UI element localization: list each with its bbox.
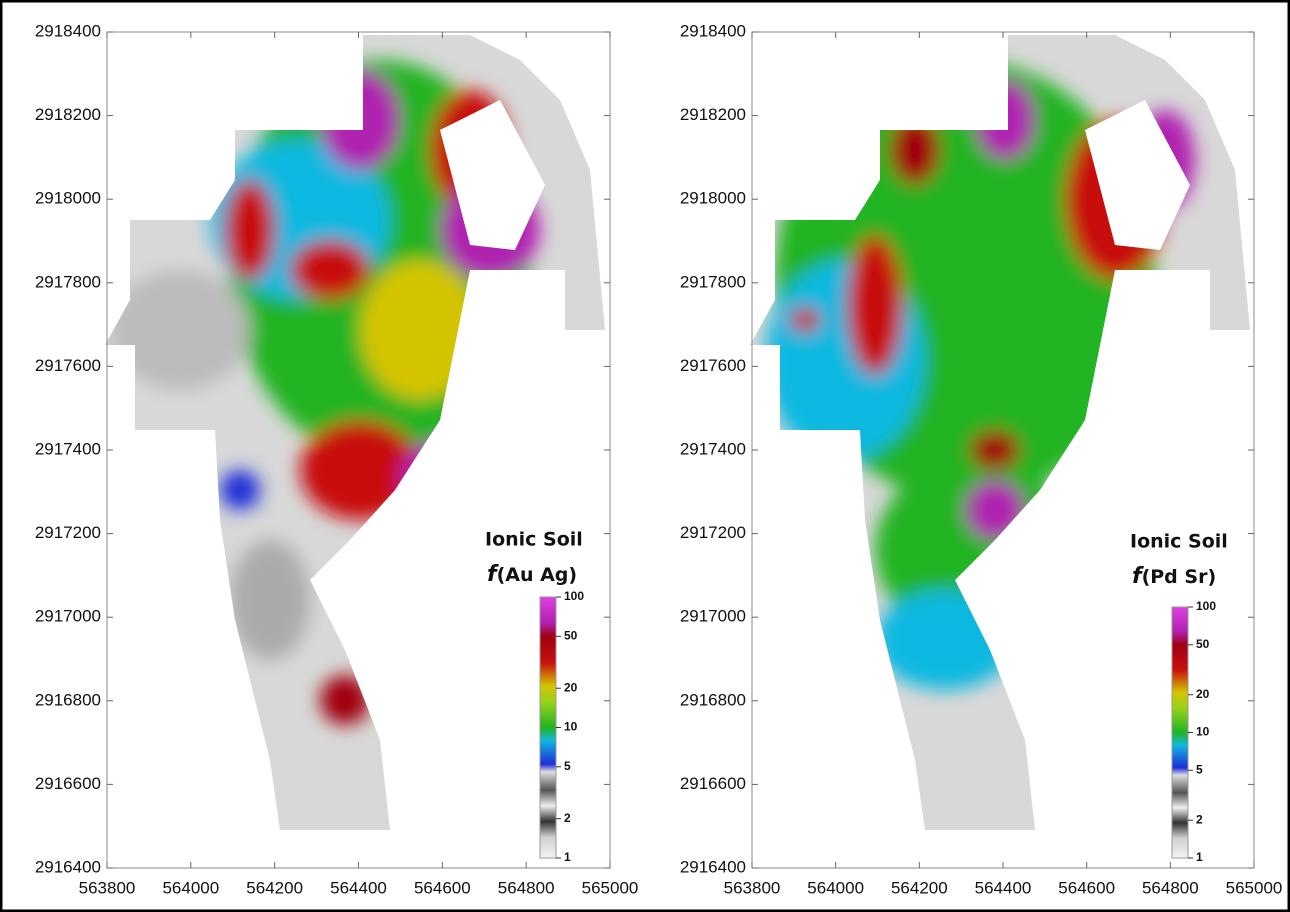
y-tick-label: 2917200 bbox=[680, 523, 746, 542]
x-tick-label: 564000 bbox=[162, 878, 219, 897]
y-tick-label: 2918200 bbox=[680, 105, 746, 124]
legend-tick-label: 20 bbox=[1196, 687, 1210, 701]
legend-tick-label: 10 bbox=[564, 720, 578, 734]
y-tick-label: 2916400 bbox=[680, 857, 746, 876]
legend-tick-label: 5 bbox=[1196, 762, 1203, 776]
y-tick-label: 2917000 bbox=[680, 607, 746, 626]
x-tick-label: 563800 bbox=[79, 878, 136, 897]
x-tick-label: 564400 bbox=[975, 878, 1032, 897]
legend-title: Ionic Soil bbox=[485, 529, 583, 551]
legend-title: Ionic Soil bbox=[1130, 531, 1228, 553]
y-tick-label: 2918400 bbox=[35, 21, 101, 40]
y-tick-label: 2918200 bbox=[35, 105, 101, 124]
x-tick-label: 564200 bbox=[891, 878, 948, 897]
legend-tick-label: 5 bbox=[564, 759, 571, 773]
x-tick-label: 563800 bbox=[724, 878, 781, 897]
y-tick-label: 2917200 bbox=[35, 523, 101, 542]
color-bar bbox=[1172, 607, 1188, 858]
y-tick-label: 2917600 bbox=[35, 356, 101, 375]
y-tick-label: 2917000 bbox=[35, 607, 101, 626]
x-tick-label: 564200 bbox=[246, 878, 303, 897]
function-label: f(Au Ag) bbox=[487, 562, 577, 587]
x-tick-label: 565000 bbox=[582, 878, 639, 897]
y-tick-label: 2916800 bbox=[35, 690, 101, 709]
y-tick-label: 2916400 bbox=[35, 857, 101, 876]
legend-tick-label: 2 bbox=[1196, 812, 1203, 826]
legend-tick-label: 1 bbox=[564, 850, 571, 864]
legend-tick-label: 100 bbox=[564, 589, 584, 603]
y-tick-label: 2916600 bbox=[680, 774, 746, 793]
legend-tick-label: 100 bbox=[1196, 599, 1216, 613]
y-tick-label: 2918000 bbox=[35, 189, 101, 208]
x-tick-label: 564800 bbox=[1142, 878, 1199, 897]
legend-tick-label: 1 bbox=[1196, 850, 1203, 864]
legend-tick-label: 50 bbox=[1196, 637, 1210, 651]
function-args: (Au Ag) bbox=[497, 564, 578, 586]
y-tick-label: 2916600 bbox=[35, 774, 101, 793]
y-tick-label: 2917400 bbox=[680, 439, 746, 458]
legend-tick-label: 20 bbox=[564, 680, 578, 694]
x-tick-label: 564400 bbox=[330, 878, 387, 897]
x-tick-label: 564600 bbox=[414, 878, 471, 897]
y-tick-label: 2917400 bbox=[35, 439, 101, 458]
x-tick-label: 564800 bbox=[498, 878, 555, 897]
legend-tick-label: 10 bbox=[1196, 725, 1210, 739]
color-bar bbox=[540, 597, 556, 858]
function-args: (Pd Sr) bbox=[1142, 566, 1217, 588]
figure: 563800 564000 564200 564400 564600 564800 5650… bbox=[0, 0, 1290, 912]
y-tick-label: 2918000 bbox=[680, 189, 746, 208]
y-tick-label: 2918400 bbox=[680, 21, 746, 40]
x-tick-label: 565000 bbox=[1226, 878, 1283, 897]
function-label: f(Pd Sr) bbox=[1132, 564, 1216, 589]
legend-tick-label: 2 bbox=[564, 811, 571, 825]
x-tick-label: 564000 bbox=[807, 878, 864, 897]
y-tick-label: 2917800 bbox=[35, 272, 101, 291]
x-tick-label: 564600 bbox=[1058, 878, 1115, 897]
legend-tick-label: 50 bbox=[564, 628, 578, 642]
y-tick-label: 2916800 bbox=[680, 690, 746, 709]
y-tick-label: 2917600 bbox=[680, 356, 746, 375]
y-tick-label: 2917800 bbox=[680, 272, 746, 291]
